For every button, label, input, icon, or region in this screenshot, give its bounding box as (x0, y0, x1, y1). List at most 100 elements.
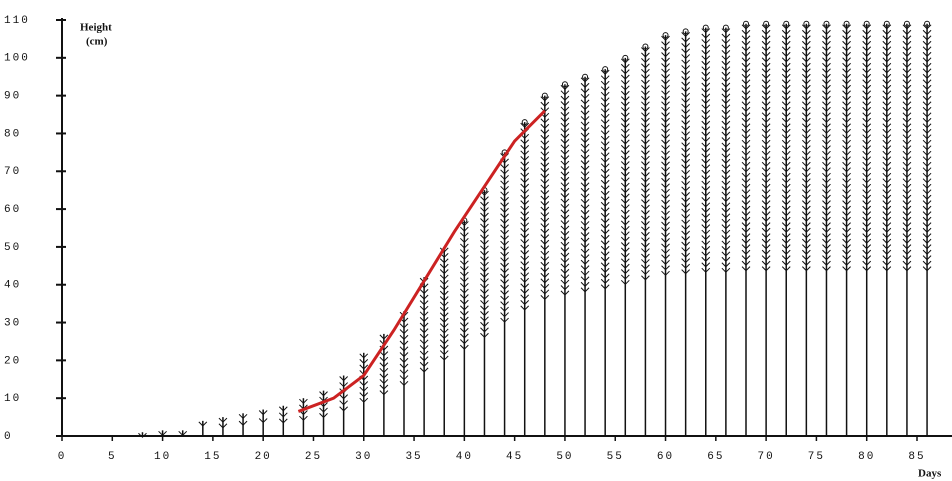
leaf (741, 216, 751, 222)
leaf (902, 183, 912, 189)
flower (763, 20, 770, 27)
leaf (842, 73, 851, 79)
leaf (419, 289, 429, 295)
leaf (540, 261, 550, 267)
leaf (862, 117, 872, 123)
leaf (681, 48, 691, 54)
leaf (681, 180, 691, 187)
leaf (922, 106, 932, 112)
leaf (801, 73, 811, 79)
leaf (781, 112, 791, 118)
leaf (319, 391, 328, 397)
leaf (801, 112, 811, 118)
leaf (761, 249, 771, 255)
leaf (600, 240, 610, 246)
leaf (560, 279, 570, 285)
leaf (862, 200, 872, 206)
leaf (761, 29, 771, 35)
leaf (480, 316, 489, 322)
leaf (178, 430, 188, 437)
leaf (681, 269, 691, 275)
leaf (701, 262, 711, 268)
leaf (801, 139, 811, 145)
leaf (641, 248, 650, 254)
leaf (580, 160, 590, 166)
leaf (922, 244, 932, 250)
leaf (842, 238, 851, 244)
leaf (741, 134, 751, 140)
leaf (218, 423, 228, 429)
leaf (922, 117, 932, 123)
leaf (681, 241, 691, 247)
leaf (661, 41, 670, 47)
leaf (741, 57, 751, 63)
leaf (902, 156, 912, 162)
leaf (902, 205, 912, 211)
leaf (741, 35, 751, 41)
leaf (701, 39, 711, 45)
leaf (560, 236, 570, 242)
leaf (560, 209, 570, 215)
leaf (641, 275, 650, 281)
leaf (540, 123, 550, 129)
leaf (439, 350, 449, 356)
flower (642, 43, 649, 50)
leaf (600, 174, 610, 180)
leaf (781, 200, 791, 206)
leaf (902, 216, 912, 222)
leaf (560, 128, 570, 134)
leaf (882, 123, 892, 129)
leaf (620, 252, 630, 259)
leaf (620, 74, 630, 80)
leaf (882, 90, 892, 96)
leaf (922, 134, 932, 140)
leaf (641, 74, 650, 80)
y-tick-label: 40 (4, 280, 21, 292)
leaf (661, 84, 670, 91)
leaf (540, 162, 550, 168)
leaf (761, 79, 771, 85)
leaf (520, 244, 530, 250)
leaf (801, 24, 811, 30)
leaf (761, 167, 771, 173)
leaf (761, 134, 771, 140)
leaf (138, 432, 147, 438)
leaf (862, 51, 872, 57)
leaf (600, 262, 610, 268)
leaf (822, 68, 831, 74)
leaf (641, 52, 650, 58)
leaf (701, 202, 711, 208)
leaf (882, 95, 892, 101)
leaf (681, 81, 691, 87)
y-tick-label: 10 (4, 393, 21, 405)
leaf (842, 255, 851, 261)
leaf (701, 55, 711, 61)
leaf (922, 24, 932, 30)
leaf (741, 128, 751, 134)
leaf (721, 33, 731, 39)
leaf (741, 150, 751, 156)
leaf (661, 150, 670, 156)
leaf (520, 161, 530, 167)
leaf (781, 194, 791, 200)
leaf (741, 68, 751, 74)
leaf (379, 384, 389, 390)
leaf (480, 261, 489, 267)
leaf (540, 179, 550, 185)
leaf (600, 267, 610, 273)
leaf (822, 112, 831, 118)
leaf (339, 406, 349, 412)
leaf (620, 96, 630, 102)
leaf (701, 142, 711, 148)
leaf (902, 117, 912, 123)
leaf (842, 194, 851, 200)
leaf (661, 79, 670, 85)
leaf (801, 150, 811, 156)
leaf (781, 84, 791, 90)
flower (521, 119, 528, 126)
leaf (661, 270, 670, 276)
leaf (661, 216, 670, 222)
leaf (500, 246, 509, 252)
leaf (761, 233, 771, 239)
leaf (500, 295, 509, 301)
